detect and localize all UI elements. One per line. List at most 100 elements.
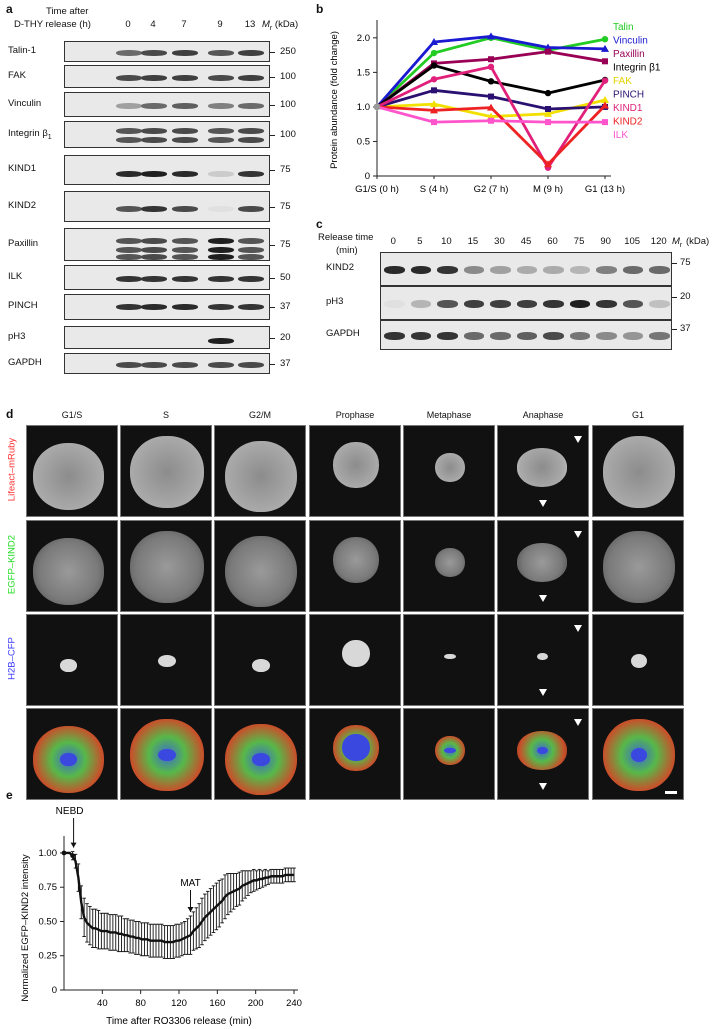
column-title: Prophase xyxy=(335,410,375,420)
panel-c-header-line1: Release time xyxy=(318,232,374,243)
y-tick-label: 0.50 xyxy=(39,916,58,927)
mw-tick xyxy=(270,337,275,339)
protein-name: GAPDH xyxy=(8,356,42,368)
legend-entry: Integrin β1 xyxy=(613,63,661,74)
cell-body xyxy=(603,531,675,603)
timepoint-label: 13 xyxy=(244,19,256,30)
protein-band xyxy=(238,361,264,368)
nucleus xyxy=(630,653,648,669)
column-title: S xyxy=(162,410,169,420)
protein-band xyxy=(410,300,432,308)
protein-band xyxy=(596,332,617,340)
data-point xyxy=(61,850,67,856)
protein-band xyxy=(596,300,617,308)
protein-band xyxy=(141,102,167,109)
data-point xyxy=(430,100,438,108)
protein-band xyxy=(208,361,234,368)
mw-tick xyxy=(270,244,275,246)
protein-band xyxy=(490,332,511,340)
protein-band xyxy=(208,128,234,135)
legend-entry: PINCH xyxy=(613,90,644,101)
mw-marker-label: 20 xyxy=(280,331,291,343)
x-tick-label: 40 xyxy=(97,998,108,1009)
protein-band xyxy=(141,247,167,254)
x-tick-label: 240 xyxy=(286,998,302,1009)
protein-band xyxy=(238,254,264,260)
panel-a-letter: a xyxy=(6,2,13,16)
protein-name: Vinculin xyxy=(8,97,42,109)
micrograph xyxy=(309,708,401,800)
column-title: Metaphase xyxy=(426,410,472,420)
protein-band xyxy=(116,275,142,282)
protein-band xyxy=(172,102,198,109)
protein-band xyxy=(172,361,198,368)
micrograph xyxy=(403,520,495,612)
data-point xyxy=(70,853,76,859)
arrowhead-marker xyxy=(539,783,548,790)
protein-band xyxy=(238,102,264,109)
protein-band xyxy=(410,266,432,274)
data-point xyxy=(488,117,494,124)
arrowhead-marker xyxy=(574,625,582,632)
x-tick-label: 160 xyxy=(209,998,225,1009)
data-point xyxy=(602,58,608,65)
data-point xyxy=(544,89,552,97)
protein-band xyxy=(437,300,458,308)
data-point xyxy=(601,36,609,43)
legend-entry: Talin xyxy=(613,22,634,33)
protein-name: FAK xyxy=(8,69,26,81)
data-point xyxy=(544,109,552,117)
row-label: EGFP–KIND2 xyxy=(6,534,18,595)
protein-band xyxy=(172,171,198,177)
protein-name: PINCH xyxy=(8,300,38,311)
protein-name: Paxillin xyxy=(8,237,39,249)
protein-band xyxy=(490,266,511,274)
blot-row-label: GAPDH xyxy=(326,328,360,339)
protein-band xyxy=(172,254,198,260)
mw-tick xyxy=(672,329,677,330)
protein-band xyxy=(116,171,142,177)
arrowhead-marker xyxy=(574,531,582,538)
protein-band xyxy=(141,49,167,56)
x-axis-label: Time after RO3306 release (min) xyxy=(106,1016,252,1027)
scale-bar xyxy=(665,791,677,794)
data-point xyxy=(373,103,381,111)
panel-c-kda-label: (kDa) xyxy=(686,236,710,247)
panel-b-line-chart: 0 0.5 1.0 1.5 2.0 G1/S (0 h) S (4 h) G2 (7 h) M … xyxy=(329,20,661,195)
protein-band xyxy=(384,332,405,340)
x-tick-label: G1 (13 h) xyxy=(585,184,625,195)
protein-band xyxy=(116,128,142,135)
nucleus xyxy=(444,653,456,660)
protein-band xyxy=(208,206,234,213)
column-title: G1/S xyxy=(61,410,83,420)
blot-row xyxy=(380,252,672,286)
protein-band xyxy=(238,206,264,213)
arrowhead-marker xyxy=(539,689,548,696)
protein-band xyxy=(238,49,264,56)
protein-band xyxy=(516,266,538,274)
cell-body xyxy=(32,443,105,510)
nucleus xyxy=(342,733,370,762)
legend-entry: KIND2 xyxy=(613,117,643,128)
row-label: H2B–CFP xyxy=(6,637,18,680)
mw-tick xyxy=(270,170,275,171)
protein-band xyxy=(172,275,198,282)
cell-body xyxy=(130,436,204,508)
cell-body xyxy=(32,538,105,605)
protein-name: ILK xyxy=(8,270,23,282)
protein-band xyxy=(172,128,198,135)
micrograph xyxy=(403,708,495,800)
micrograph xyxy=(592,708,684,800)
y-tick-label: 1.5 xyxy=(357,67,370,78)
protein-band xyxy=(141,303,167,310)
micrograph xyxy=(214,520,306,612)
panel-c-letter: c xyxy=(316,217,323,231)
micrograph xyxy=(26,425,118,517)
protein-band xyxy=(238,247,264,254)
panel-e-letter: e xyxy=(6,788,13,802)
protein-name: pH3 xyxy=(8,330,26,342)
mw-marker-label: 100 xyxy=(280,70,296,82)
blot-row xyxy=(64,155,270,185)
mw-tick xyxy=(672,263,677,264)
protein-band xyxy=(543,332,564,340)
